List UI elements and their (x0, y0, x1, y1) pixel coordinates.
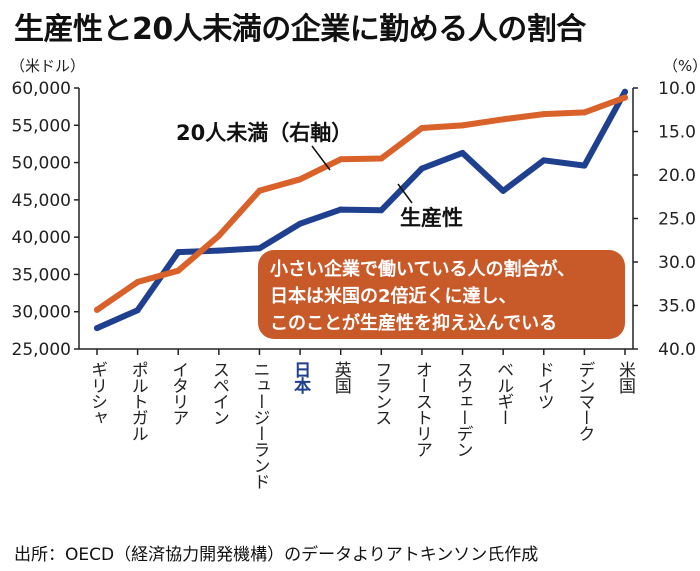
productivity-point (581, 162, 588, 169)
left-axis-unit: （米ドル） (10, 57, 85, 75)
x-category-label: 英国 (331, 361, 352, 394)
annotation-box (258, 250, 625, 339)
productivity-point (418, 165, 425, 172)
series-label-small-firm-share: 20人未満（右軸） (176, 121, 352, 145)
productivity-point (622, 88, 628, 95)
x-category-label: 米国 (615, 361, 636, 394)
chart: （米ドル） 25,000 30,000 35,000 40,000 45,000 50,00… (10, 57, 700, 489)
small-firm-share-point (622, 94, 628, 101)
small-firm-share-point (215, 232, 222, 239)
small-firm-share-point (459, 122, 466, 129)
annotation-text: 日本は米国の2倍近くに達し、 (270, 285, 517, 307)
left-tick-label: 25,000 (12, 340, 71, 360)
small-firm-share-point (418, 125, 425, 132)
small-firm-share-point (500, 116, 507, 123)
right-tick-label: 35.0 (658, 297, 696, 317)
right-axis-unit: （%） (663, 57, 700, 75)
right-tick-label: 10.0 (658, 79, 696, 99)
series-label-leader (311, 145, 331, 171)
x-category-label: オーストリア (412, 361, 432, 457)
x-category-label: スウェーデン (453, 361, 473, 457)
source-note: 出所：OECD（経済協力開発機構）のデータよりアトキンソン氏作成 (14, 545, 539, 565)
productivity-point (459, 149, 466, 156)
small-firm-share-point (134, 279, 141, 286)
small-firm-share-point (581, 109, 588, 116)
productivity-point (500, 187, 507, 194)
x-category-label: イタリア (168, 361, 188, 425)
productivity-point (256, 245, 263, 252)
right-tick-label: 40.0 (658, 340, 696, 360)
left-tick-label: 45,000 (12, 191, 71, 211)
small-firm-share-point (175, 267, 182, 274)
left-tick-label: 55,000 (12, 116, 71, 136)
x-category-label: ベルギー (493, 361, 513, 425)
page-title: 生産性と20人未満の企業に勤める人の割合 (14, 12, 586, 47)
annotation-text: 小さい企業で働いている人の割合が、 (270, 258, 575, 280)
series-label-productivity: 生産性 (400, 206, 463, 230)
x-category-label: フランス (371, 361, 391, 425)
small-firm-share-point (540, 111, 547, 118)
x-category-label: ポルトガル (128, 361, 148, 441)
small-firm-share-point (378, 155, 385, 162)
productivity-point (215, 247, 222, 254)
left-tick-label: 35,000 (12, 265, 71, 285)
x-category-label: ニュージーランド (249, 361, 269, 489)
productivity-point (540, 157, 547, 164)
productivity-point (297, 220, 304, 227)
annotation-text: このことが生産性を抑え込んでいる (270, 312, 557, 334)
left-tick-label: 30,000 (12, 303, 71, 323)
productivity-point (337, 206, 344, 213)
productivity-point (175, 249, 182, 256)
right-tick-label: 30.0 (658, 253, 696, 273)
series-label-leader (397, 183, 413, 204)
right-tick-label: 15.0 (658, 123, 696, 143)
left-tick-label: 40,000 (12, 228, 71, 248)
right-tick-label: 25.0 (658, 210, 696, 230)
right-tick-label: 20.0 (658, 166, 696, 186)
productivity-point (134, 307, 141, 314)
x-category-label: スペイン (209, 361, 229, 425)
productivity-point (378, 207, 385, 214)
small-firm-share-point (94, 306, 100, 313)
productivity-point (94, 325, 100, 332)
small-firm-share-line (94, 94, 628, 313)
x-category-label: 日本 (290, 361, 311, 395)
x-category-label: ドイツ (534, 361, 554, 409)
x-category-label: ギリシャ (87, 361, 107, 425)
small-firm-share-point (337, 156, 344, 163)
small-firm-share-point (256, 187, 263, 194)
productivity-line (94, 88, 628, 332)
left-tick-label: 60,000 (12, 79, 71, 99)
small-firm-share-point (297, 176, 304, 183)
x-category-label: デンマーク (574, 361, 594, 441)
left-tick-label: 50,000 (12, 154, 71, 174)
